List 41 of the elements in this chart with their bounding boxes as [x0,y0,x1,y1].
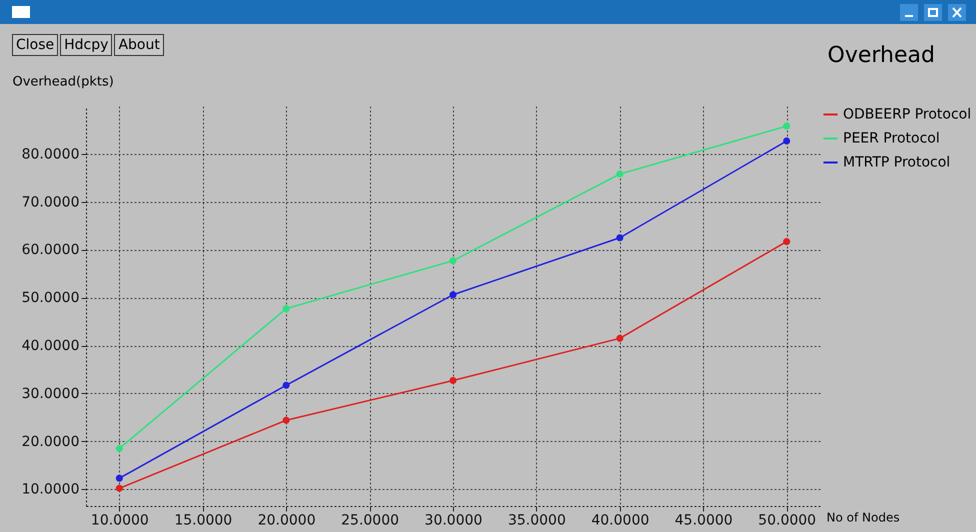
y-tick-label: 50.0000 [22,290,80,306]
point [116,474,123,482]
legend-label: MTRTP Protocol [843,154,950,170]
text: Hdcpy [60,34,112,56]
point [282,416,290,424]
point [116,444,123,452]
point [783,238,790,246]
x-tick-label: 15.0000 [174,512,232,528]
point [282,305,290,312]
y-tick-label: 30.0000 [22,386,80,402]
x-tick-label: 45.0000 [674,512,733,528]
x-tick-label: 20.0000 [258,512,316,528]
y-axis-title: Overhead(pkts) [12,74,114,90]
x-tick-label: 50.0000 [758,512,816,528]
point [616,234,624,242]
point [449,376,457,384]
y-tick-label: 70.0000 [22,194,80,210]
y-tick-label: 60.0000 [22,242,80,258]
point [116,484,123,492]
legend-label: ODBEERP Protocol [843,106,972,122]
y-tick-label: 80.0000 [22,146,80,162]
x-tick-label: 25.0000 [341,512,400,528]
point [783,122,790,130]
y-tick-label: 40.0000 [22,338,80,354]
x-tick-label: 30.0000 [424,512,482,528]
text: Overhead [828,43,935,68]
x-axis-title: No of Nodes [826,510,900,524]
text: About [114,34,164,56]
point [449,257,457,264]
x-tick-label: 40.0000 [591,512,650,528]
y-tick-label: 10.0000 [22,482,80,498]
point [783,137,790,144]
x-tick-label: 35.0000 [508,512,566,528]
point [449,291,457,298]
point [282,382,290,389]
text: Close [12,34,58,56]
y-tick-label: 20.0000 [22,434,80,450]
legend-label: PEER Protocol [843,130,940,146]
point [616,334,624,342]
x-tick-label: 10.0000 [90,512,149,528]
point [616,170,624,178]
